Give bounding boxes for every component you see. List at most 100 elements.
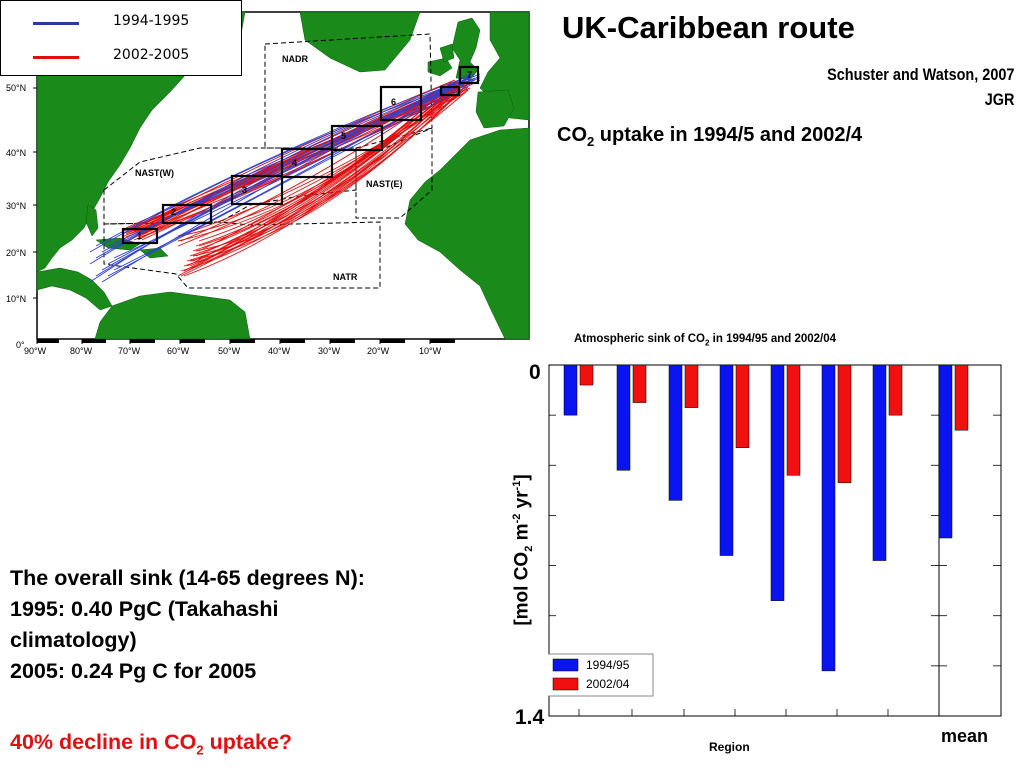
bar-2002-04-5 bbox=[786, 364, 801, 476]
bar-2002-04-2 bbox=[632, 364, 647, 403]
slide-subtitle: CO2 uptake in 1994/5 and 2002/4 bbox=[557, 124, 862, 149]
lon-label-40: 40°W bbox=[268, 346, 291, 356]
region-label-nadr: NADR bbox=[282, 54, 308, 64]
route-1994-1995 bbox=[101, 73, 476, 283]
lat-label-20: 20°N bbox=[6, 248, 26, 258]
box-2 bbox=[161, 203, 213, 225]
legend-label-2002-04: 2002/04 bbox=[586, 677, 630, 691]
box-label-4: 4 bbox=[292, 158, 297, 168]
ylabel-part-1: [mol CO bbox=[511, 551, 533, 626]
ylabel-part-4: -2 bbox=[510, 513, 523, 524]
x-tick-label: 6 bbox=[834, 725, 841, 726]
x-tick-label: 1 bbox=[576, 725, 583, 726]
landmasses bbox=[36, 11, 530, 340]
box-3 bbox=[230, 174, 284, 206]
mean-category-label: mean bbox=[941, 726, 989, 746]
lat-label-40: 40°N bbox=[6, 148, 26, 158]
region-labels: NADR NAST(W) NAST(E) NATR bbox=[135, 54, 403, 282]
citation: Schuster and Watson, 2007 JGR bbox=[827, 62, 1014, 112]
bar-2002-04-mean bbox=[954, 364, 969, 431]
x-axis-label: Region bbox=[709, 740, 750, 754]
summary-text: The overall sink (14-65 degrees N): 1995… bbox=[10, 563, 490, 687]
legend-swatch-1994 bbox=[33, 22, 79, 25]
x-tick-label: 3 bbox=[681, 725, 688, 726]
y-axis-bottom-label: 1.4 bbox=[515, 706, 545, 729]
legend-label-1994: 1994-1995 bbox=[113, 13, 190, 29]
box-labels: 1 2 3 4 5 6 7 bbox=[137, 70, 472, 241]
box-5 bbox=[330, 124, 384, 152]
legend-swatch-2002-04 bbox=[552, 677, 579, 691]
ylabel-part-6: -1 bbox=[510, 480, 523, 491]
bar-1994-95-7 bbox=[872, 364, 887, 561]
decline-text-pre: 40% decline in CO bbox=[10, 730, 197, 754]
lat-labels: 50°N 40°N 30°N 20°N 10°N 0° bbox=[6, 83, 26, 350]
summary-line-2: 1995: 0.40 PgC (Takahashi bbox=[10, 597, 279, 621]
legend-label-1994-95: 1994/95 bbox=[586, 658, 630, 672]
route-2002-2005 bbox=[189, 89, 469, 257]
summary-line-1: The overall sink (14-65 degrees N): bbox=[10, 566, 365, 590]
route-2002-2005 bbox=[133, 87, 461, 238]
ylabel-part-2: 2 bbox=[523, 545, 536, 552]
decline-text-sub: 2 bbox=[196, 742, 204, 758]
legend-swatch-1994-95 bbox=[552, 658, 579, 672]
lon-label-30: 30°W bbox=[318, 346, 341, 356]
y-axis-label: [mol CO2 m-2 yr-1] bbox=[511, 435, 535, 665]
box-label-7: 7 bbox=[467, 70, 472, 80]
citation-authors: Schuster and Watson, 2007 bbox=[826, 65, 1014, 84]
x-tick-labels: 1 2 3 4 5 6 7 bbox=[576, 725, 892, 726]
ylabel-part-7: ] bbox=[511, 474, 533, 481]
box-label-2: 2 bbox=[171, 207, 176, 217]
bar-2002-04-7 bbox=[888, 364, 903, 416]
route-1994-1995 bbox=[107, 77, 476, 247]
lon-label-80: 80°W bbox=[70, 346, 93, 356]
bar-chart: 1 2 3 4 5 6 7 1994/95 2002/04 bbox=[548, 364, 1002, 726]
route-2002-2005 bbox=[189, 89, 461, 262]
chart-title-sub: 2 bbox=[705, 338, 710, 348]
decline-text-post: uptake? bbox=[203, 730, 293, 754]
lon-label-20: 20°W bbox=[367, 346, 390, 356]
subtitle-text-pre: CO bbox=[557, 124, 587, 146]
chart-title-pre: Atmospheric sink of CO bbox=[574, 333, 705, 345]
chart-title: Atmospheric sink of CO2 in 1994/95 and 2… bbox=[574, 333, 836, 347]
box-1 bbox=[121, 227, 159, 245]
bar-1994-95-6 bbox=[821, 364, 836, 672]
route-boxes bbox=[121, 65, 480, 245]
x-tick-label: 2 bbox=[629, 725, 636, 726]
summary-line-3: climatology) bbox=[10, 628, 137, 652]
citation-journal: JGR bbox=[984, 90, 1014, 109]
map-legend: 1994-1995 2002-2005 bbox=[0, 0, 242, 76]
bar-1994-95-3 bbox=[668, 364, 683, 501]
bars bbox=[563, 364, 969, 672]
lon-label-50: 50°W bbox=[218, 346, 241, 356]
chart-title-post: in 1994/95 and 2002/04 bbox=[709, 333, 837, 345]
ship-routes bbox=[89, 73, 481, 283]
bar-2002-04-3 bbox=[684, 364, 699, 408]
legend-label-2002: 2002-2005 bbox=[113, 47, 190, 63]
route-1994-1995 bbox=[113, 79, 476, 259]
lat-label-10: 10°N bbox=[6, 294, 26, 304]
route-2002-2005 bbox=[192, 86, 453, 252]
bar-1994-95-5 bbox=[770, 364, 785, 601]
box-label-6: 6 bbox=[391, 97, 396, 107]
route-2002-2005 bbox=[186, 80, 469, 272]
region-label-naste: NAST(E) bbox=[366, 179, 403, 189]
subtitle-text-post: uptake in 1994/5 and 2002/4 bbox=[594, 124, 863, 146]
lon-labels: 90°W 80°W 70°W 60°W 50°W 40°W 30°W 20°W … bbox=[24, 346, 442, 356]
region-label-natr: NATR bbox=[333, 272, 358, 282]
lon-label-60: 60°W bbox=[167, 346, 190, 356]
x-tick-label: 4 bbox=[732, 725, 739, 726]
bar-1994-95-2 bbox=[616, 364, 631, 471]
lon-label-90: 90°W bbox=[24, 346, 47, 356]
box-4 bbox=[280, 147, 334, 179]
x-ticks bbox=[578, 709, 889, 716]
bar-2002-04-6 bbox=[837, 364, 852, 484]
box-7 bbox=[458, 65, 480, 85]
bar-1994-95-mean bbox=[938, 364, 953, 539]
summary-line-4: 2005: 0.24 Pg C for 2005 bbox=[10, 659, 257, 683]
subtitle-text-sub: 2 bbox=[587, 134, 595, 149]
ylabel-part-5: yr bbox=[511, 490, 533, 514]
frame-bars bbox=[37, 339, 455, 343]
box-6 bbox=[379, 85, 423, 122]
bar-2002-04-4 bbox=[735, 364, 750, 448]
chart-legend: 1994/95 2002/04 bbox=[548, 653, 654, 697]
